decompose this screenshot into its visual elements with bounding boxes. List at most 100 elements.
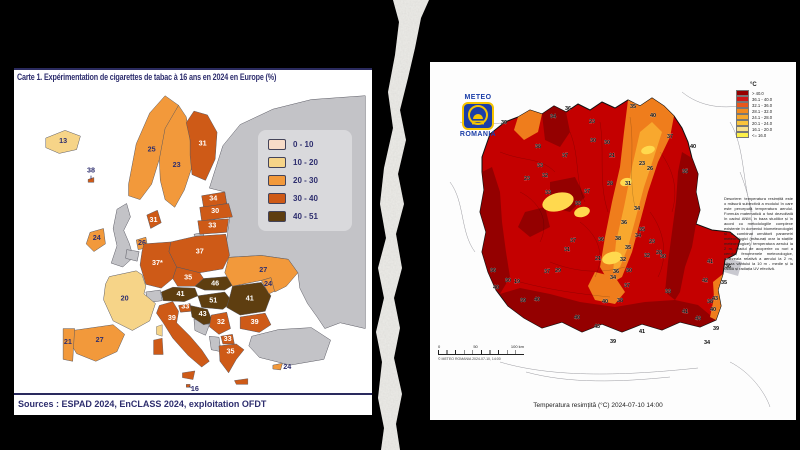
station-value: 39 xyxy=(713,326,719,332)
country-value-finland: 31 xyxy=(199,139,207,148)
station-value: 35 xyxy=(630,104,636,110)
legend-label: 40 - 51 xyxy=(293,212,318,221)
country-shape-bulgaria xyxy=(239,312,272,333)
legend-swatch xyxy=(268,193,286,204)
country-value-germany: 37* xyxy=(152,258,163,267)
temperature-legend-row-7: <= 16.0 xyxy=(736,131,792,139)
station-value: 35 xyxy=(639,227,645,233)
country-value-cyprus: 24 xyxy=(283,362,291,371)
temperature-legend-label: 32.1 - 36.0 xyxy=(752,102,773,108)
station-value: 43 xyxy=(695,316,701,322)
scale-tick-label: 0 xyxy=(438,344,441,349)
country-value-lithuania: 33 xyxy=(208,221,216,230)
country-value-slovenia: 33 xyxy=(181,301,189,310)
station-value: 23 xyxy=(524,176,530,182)
country-value-denmark: 31 xyxy=(150,215,158,224)
station-value: 36 xyxy=(621,220,627,226)
station-value: 30 xyxy=(604,140,610,146)
station-value: 40 xyxy=(650,113,656,119)
temperature-legend-title: °C xyxy=(750,82,757,88)
legend-row-4: 40 - 51 xyxy=(268,211,342,222)
country-value-poland: 37 xyxy=(196,247,204,256)
logo-text-meteo: METEO xyxy=(464,94,492,101)
station-value: 38 xyxy=(617,298,623,304)
station-value: 39 xyxy=(501,120,507,126)
map-caption: Temperatura resimțită (°C) 2024-07-10 14… xyxy=(533,402,663,409)
country-shape-greece xyxy=(218,343,245,374)
station-value: 23 xyxy=(649,239,655,245)
station-value: 36 xyxy=(565,106,571,112)
station-value: 37 xyxy=(624,283,630,289)
europe-map-source: Sources : ESPAD 2024, EnCLASS 2024, expl… xyxy=(14,393,372,415)
legend-row-1: 10 - 20 xyxy=(268,157,342,168)
station-value: 23 xyxy=(589,119,595,125)
romania-map-panel: 39 34 36 35 40 23 37 30 30 40 38 37 21 23 26 33 35 32 23 31… xyxy=(430,62,796,420)
station-value: 43 xyxy=(594,324,600,330)
meteo-romania-logo: METEO ROMANIA xyxy=(454,94,502,138)
station-value: 38 xyxy=(707,299,713,305)
country-value-ukraine: 27 xyxy=(259,265,267,274)
station-value: 37 xyxy=(570,238,576,244)
temperature-legend-label: 24.1 - 28.0 xyxy=(752,114,773,120)
station-value: 40 xyxy=(574,315,580,321)
station-value: 34 xyxy=(635,233,642,239)
temperature-legend-label: > 40.0 xyxy=(752,90,764,96)
country-value-sweden: 23 xyxy=(173,160,181,169)
station-value: 37 xyxy=(584,189,590,195)
station-value: 34 xyxy=(610,275,617,281)
station-value: 39 xyxy=(520,298,526,304)
station-value: 30 xyxy=(590,138,596,144)
station-value: 41 xyxy=(639,329,645,335)
station-value: 35 xyxy=(682,169,688,175)
europe-map-title: Carte 1. Expérimentation de cigarettes d… xyxy=(17,72,277,82)
temperature-legend-label: 28.1 - 32.0 xyxy=(752,108,773,114)
meteo-sun-icon xyxy=(462,102,494,130)
description-text: Descriere: temperatura resimțită este o … xyxy=(724,196,793,271)
country-value-nmacedonia: 33 xyxy=(224,334,232,343)
country-value-france: 20 xyxy=(121,294,129,303)
legend-row-3: 30 - 40 xyxy=(268,193,342,204)
country-value-moldova: 24 xyxy=(264,279,272,288)
island-shape-corsica xyxy=(156,324,163,337)
station-value: 36 xyxy=(613,269,619,275)
country-shape-sweden xyxy=(159,104,193,208)
scale-bar-ticks: 0 50 100 km xyxy=(438,344,524,349)
station-value: 39 xyxy=(610,339,616,345)
country-value-slovakia: 46 xyxy=(211,278,219,287)
europe-map-panel: Carte 1. Expérimentation de cigarettes d… xyxy=(14,68,372,415)
country-value-netherlands: 26 xyxy=(138,238,146,247)
country-shape-belgium xyxy=(125,249,140,262)
station-value: 36 xyxy=(598,237,604,243)
scale-bar: 0 50 100 km © METEO ROMANIA 2024-07-10, 14… xyxy=(438,344,524,361)
country-shape-portugal xyxy=(62,328,75,362)
legend-swatch xyxy=(268,139,286,150)
station-value: 21 xyxy=(609,153,615,159)
country-shape-romania xyxy=(226,282,272,316)
island-shape-sardinia xyxy=(153,337,164,355)
country-shape-poland xyxy=(168,234,230,274)
temperature-legend-label: <= 16.0 xyxy=(752,132,767,138)
country-value-latvia: 30 xyxy=(211,206,219,215)
country-value-hungary: 51 xyxy=(209,296,217,305)
station-value: 38 xyxy=(535,144,541,150)
station-value: 36 xyxy=(725,264,731,270)
station-value: 40 xyxy=(690,144,696,150)
station-value: 42 xyxy=(702,278,708,284)
country-value-bulgaria: 39 xyxy=(251,317,259,326)
station-value: 21 xyxy=(595,256,601,262)
station-value: 35 xyxy=(625,245,631,251)
station-value: 33 xyxy=(575,201,581,207)
scale-tick-label: 50 xyxy=(473,344,478,349)
station-value: 40 xyxy=(602,299,608,305)
station-value: 32 xyxy=(542,173,548,179)
station-value: 34 xyxy=(550,114,557,120)
country-shape-ukraine xyxy=(224,255,299,293)
station-value: 33 xyxy=(537,163,543,169)
scale-bar-ruler xyxy=(438,350,524,355)
country-value-norway: 25 xyxy=(148,145,156,154)
country-value-ireland: 24 xyxy=(93,233,101,242)
station-value: 19 xyxy=(514,279,520,285)
station-value: 32 xyxy=(644,253,650,259)
temperature-legend-swatch xyxy=(736,131,749,139)
